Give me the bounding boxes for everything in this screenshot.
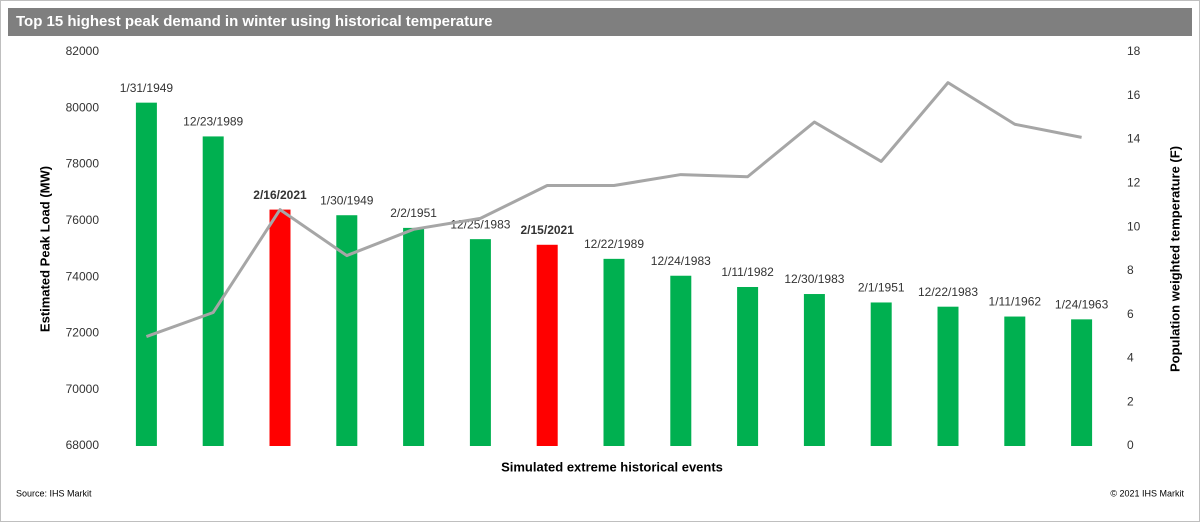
bar-label: 1/11/1962 (989, 295, 1042, 309)
bar (870, 302, 892, 446)
temperature-line (145, 81, 1082, 338)
bar (603, 258, 625, 446)
bar (135, 102, 157, 447)
bar (202, 136, 224, 446)
y2-tick-label: 10 (1127, 219, 1141, 233)
bar-label: 2/15/2021 (521, 223, 575, 237)
bar-label: 2/2/1951 (390, 206, 437, 220)
title-bar (8, 8, 1192, 36)
bar (269, 209, 291, 446)
y2-axis-title: Population weighted temperature (F) (1167, 146, 1182, 372)
source: Source: IHS Markit (16, 488, 92, 498)
bar-label: 12/30/1983 (784, 272, 844, 286)
y2-tick-label: 4 (1127, 351, 1134, 365)
copyright: © 2021 IHS Markit (1110, 488, 1184, 498)
bar-label: 12/23/1989 (183, 115, 243, 129)
bar (737, 286, 759, 446)
y2-tick-label: 6 (1127, 307, 1134, 321)
y2-tick-label: 18 (1127, 44, 1141, 58)
bar (536, 244, 558, 446)
y2-tick-label: 0 (1127, 438, 1134, 452)
bar (670, 275, 692, 446)
bar-label: 12/24/1983 (651, 254, 711, 268)
bar-label: 1/31/1949 (120, 81, 174, 95)
y-axis-title: Estimated Peak Load (MW) (37, 166, 52, 332)
y-tick-label: 76000 (66, 213, 100, 227)
bar (403, 227, 425, 446)
y-tick-label: 82000 (66, 44, 100, 58)
bar-label: 1/24/1963 (1055, 298, 1109, 312)
y-tick-label: 68000 (66, 438, 100, 452)
y2-tick-label: 8 (1127, 263, 1134, 277)
y2-tick-label: 2 (1127, 394, 1134, 408)
y-tick-label: 80000 (66, 100, 100, 114)
y-tick-label: 78000 (66, 157, 100, 171)
bar-label: 12/22/1989 (584, 237, 644, 251)
bar-label: 2/1/1951 (858, 281, 905, 295)
bar-label: 12/22/1983 (918, 285, 978, 299)
x-axis-title: Simulated extreme historical events (501, 459, 723, 474)
bar (469, 239, 491, 446)
bar (1071, 319, 1093, 446)
chart-title: Top 15 highest peak demand in winter usi… (16, 13, 492, 30)
bar (803, 294, 825, 446)
y-tick-label: 74000 (66, 269, 100, 283)
y2-tick-label: 14 (1127, 132, 1141, 146)
y2-tick-label: 12 (1127, 176, 1141, 190)
bar-label: 1/11/1982 (721, 265, 774, 279)
y-tick-label: 72000 (66, 326, 100, 340)
y2-tick-label: 16 (1127, 88, 1141, 102)
bar-label: 1/30/1949 (320, 193, 374, 207)
bar (336, 215, 358, 446)
bar (937, 306, 959, 446)
bar-label: 2/16/2021 (253, 188, 307, 202)
y-tick-label: 70000 (66, 382, 100, 396)
bar (1004, 316, 1026, 446)
